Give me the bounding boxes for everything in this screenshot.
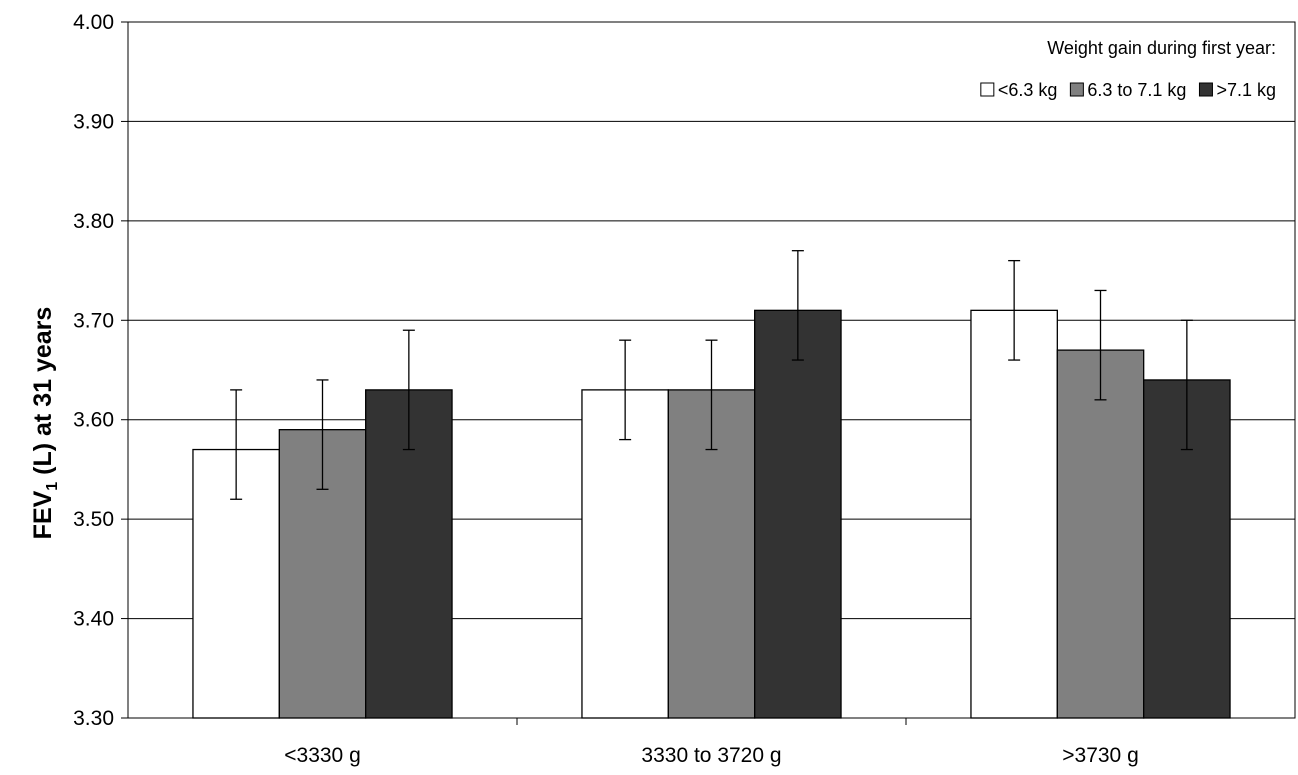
x-category-label-2: >3730 g bbox=[1062, 744, 1139, 767]
legend-title: Weight gain during first year: bbox=[1047, 38, 1276, 58]
y-tick-label-5: 3.80 bbox=[73, 210, 114, 233]
plot-border bbox=[127, 21, 1296, 719]
y-tick-label-7: 4.00 bbox=[73, 11, 114, 34]
y-tick-label-2: 3.50 bbox=[73, 508, 114, 531]
y-tick-label-0: 3.30 bbox=[73, 707, 114, 730]
x-category-label-0: <3330 g bbox=[284, 744, 361, 767]
bar-1-0 bbox=[581, 389, 669, 719]
legend-label-2: >7.1 kg bbox=[1216, 80, 1276, 100]
bar-2-0 bbox=[970, 309, 1058, 719]
legend-label-1: 6.3 to 7.1 kg bbox=[1087, 80, 1186, 100]
legend-swatch-0 bbox=[980, 82, 995, 97]
error-bars bbox=[230, 250, 1193, 500]
y-axis-label-suffix: (L) at 31 years bbox=[29, 307, 57, 482]
bar-1-2 bbox=[754, 309, 842, 719]
y-tick-label-4: 3.70 bbox=[73, 309, 114, 332]
y-tick-label-1: 3.40 bbox=[73, 608, 114, 631]
legend: Weight gain during first year: >7.1 kg 6.… bbox=[980, 38, 1276, 100]
y-axis-label: FEV1 (L) at 31 years bbox=[29, 307, 61, 540]
legend-swatch-2 bbox=[1198, 82, 1213, 97]
y-tick-label-3: 3.60 bbox=[73, 409, 114, 432]
bar-2-1 bbox=[1056, 349, 1145, 719]
legend-label-0: <6.3 kg bbox=[998, 80, 1058, 100]
x-category-label-1: 3330 to 3720 g bbox=[641, 744, 781, 767]
axis-labels: FEV1 (L) at 31 years 3.30 3.40 3.50 3.60 3.7… bbox=[29, 11, 1139, 767]
y-axis-label-prefix: FEV bbox=[29, 490, 57, 539]
y-tick-label-6: 3.90 bbox=[73, 110, 114, 133]
y-axis-label-subscript: 1 bbox=[44, 482, 61, 491]
legend-swatch-1 bbox=[1069, 82, 1084, 97]
axes bbox=[121, 21, 1296, 725]
